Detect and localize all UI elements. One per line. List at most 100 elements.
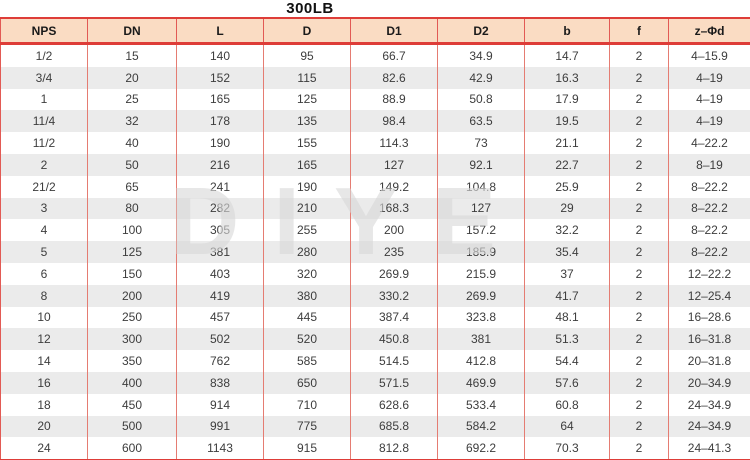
table-cell: 412.8 (437, 350, 525, 372)
table-cell: 25.9 (524, 175, 610, 198)
cell-value: 95 (300, 48, 314, 63)
cell-value: 12–25.4 (687, 288, 732, 303)
table-cell: 457 (176, 306, 264, 329)
cell-value: 305 (209, 223, 231, 238)
table-cell: 66.7 (350, 43, 438, 67)
cell-value: 445 (296, 310, 318, 325)
table-row: 11/4 32 178 135 98.4 63.5 19.5 2 4–19 (0, 110, 750, 133)
cell-value: 450.8 (378, 332, 410, 347)
cell-value: 1 (40, 92, 48, 107)
table-cell: 16.3 (524, 66, 610, 89)
cell-value: 2 (635, 310, 643, 325)
table-cell: 98.4 (350, 110, 438, 133)
cell-value: 2 (635, 70, 643, 85)
cell-value: 387.4 (378, 310, 410, 325)
cell-value: 54.4 (555, 354, 579, 369)
cell-value: 600 (121, 441, 143, 456)
table-cell: 200 (350, 219, 438, 242)
cell-value: 42.9 (469, 70, 493, 85)
table-cell: 15 (87, 43, 177, 67)
table-cell: 24–34.9 (668, 415, 750, 438)
table-cell: 3 (1, 198, 88, 220)
table-row: 20 500 991 775 685.8 584.2 64 2 24–34.9 (0, 415, 750, 438)
cell-value: 115 (297, 70, 317, 85)
table-cell: 330.2 (350, 284, 438, 307)
cell-value: 64 (560, 419, 574, 434)
table-cell: 60.8 (524, 393, 610, 416)
table-cell: 502 (176, 328, 264, 351)
table-cell: 32.2 (524, 219, 610, 242)
cell-value: 41.7 (555, 288, 579, 303)
cell-value: 685.8 (378, 419, 410, 434)
table-cell: 2 (609, 328, 669, 351)
cell-value: 215.9 (465, 266, 497, 281)
table-cell: 16–31.8 (668, 328, 750, 351)
table-cell: 915 (263, 437, 351, 460)
table-cell: 57.6 (524, 371, 610, 394)
table-cell: 350 (87, 350, 177, 372)
table-cell: 20–31.8 (668, 350, 750, 372)
table-cell: 125 (263, 88, 351, 111)
table-cell: 305 (176, 219, 264, 242)
table-cell: 255 (263, 219, 351, 242)
cell-value: 282 (209, 201, 231, 216)
table-cell: 469.9 (437, 371, 525, 394)
cell-value: 16–28.6 (687, 310, 732, 325)
column-header-6: b (524, 18, 610, 45)
cell-value: 520 (296, 332, 318, 347)
cell-value: 100 (121, 223, 143, 238)
cell-value: 2 (635, 441, 643, 456)
table-row: 1 25 165 125 88.9 50.8 17.9 2 4–19 (0, 88, 750, 111)
table-cell: 2 (609, 241, 669, 263)
cell-value: 2 (635, 245, 643, 260)
table-cell: 250 (87, 306, 177, 329)
cell-value: 2 (635, 288, 643, 303)
table-cell: 4–19 (668, 88, 750, 111)
table-cell: 104.8 (437, 175, 525, 198)
table-cell: 185.9 (437, 241, 525, 263)
cell-value: 320 (296, 266, 318, 281)
cell-value: 500 (121, 419, 143, 434)
cell-value: 60.8 (555, 397, 579, 412)
cell-value: 14 (37, 354, 51, 369)
table-row: 18 450 914 710 628.6 533.4 60.8 2 24–34.9 (0, 393, 750, 416)
table-cell: 2 (609, 284, 669, 307)
table-cell: 533.4 (437, 393, 525, 416)
cell-value: 6 (40, 266, 48, 281)
table-cell: 403 (176, 262, 264, 285)
table-cell: 155 (263, 132, 351, 154)
cell-value: 4–19 (696, 114, 723, 129)
cell-value: 2 (635, 157, 643, 172)
table-cell: 914 (176, 393, 264, 416)
table-cell: 48.1 (524, 306, 610, 329)
cell-value: 125 (296, 92, 318, 107)
table-cell: 127 (350, 153, 438, 176)
column-header-2: L (176, 18, 264, 45)
table-cell: 380 (263, 284, 351, 307)
cell-value: 24–41.3 (687, 441, 732, 456)
cell-value: 12–22.2 (687, 266, 732, 281)
cell-value: 80 (125, 201, 139, 216)
cell-value: 168.3 (378, 201, 410, 216)
table-cell: 280 (263, 241, 351, 263)
cell-value: 16–31.8 (687, 332, 732, 347)
table-cell: 140 (176, 43, 264, 67)
table-cell: 2 (609, 306, 669, 329)
cell-value: 8–22.2 (691, 223, 728, 238)
cell-value: 63.5 (469, 114, 493, 129)
table-cell: 50.8 (437, 88, 525, 111)
cell-value: 2 (635, 201, 643, 216)
cell-value: 2 (635, 136, 643, 151)
cell-value: 250 (121, 310, 143, 325)
table-cell: 149.2 (350, 175, 438, 198)
cell-value: 40 (125, 136, 139, 151)
cell-value: 24–34.9 (687, 397, 732, 412)
table-cell: 25 (87, 88, 177, 111)
table-cell: 127 (437, 197, 525, 220)
table-cell: 88.9 (350, 88, 438, 111)
table-cell: 387.4 (350, 306, 438, 329)
cell-value: 450 (121, 397, 143, 412)
cell-value: 20–31.8 (687, 354, 732, 369)
table-row: 2 50 216 165 127 92.1 22.7 2 8–19 (0, 153, 750, 176)
